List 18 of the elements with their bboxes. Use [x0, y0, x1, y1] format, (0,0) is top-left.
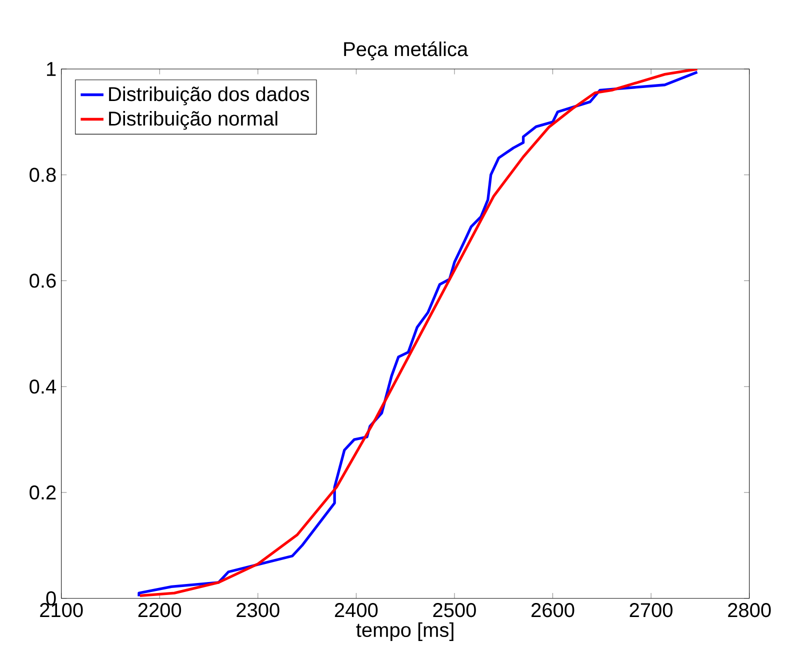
x-tick-label: 2400 — [334, 603, 378, 618]
y-tick-label: 0.2 — [30, 485, 56, 500]
x-tick-label: 2500 — [433, 603, 476, 618]
x-axis-title: tempo [ms] — [356, 622, 454, 641]
legend-label: Distribuição normal — [109, 111, 278, 130]
y-tick-label: 1 — [47, 62, 56, 76]
x-tick-label: 2200 — [138, 603, 182, 618]
x-tick-label: 2700 — [630, 603, 672, 618]
chart-title: Peça metálica — [344, 41, 468, 60]
y-tick-label: 0.4 — [30, 380, 56, 394]
x-tick-label: 2800 — [728, 603, 771, 618]
x-tick-label: 2300 — [236, 603, 280, 618]
y-tick-label: 0.8 — [30, 168, 56, 182]
x-tick-label: 2600 — [532, 603, 574, 618]
legend-label: Distribuição dos dados — [109, 86, 310, 106]
y-tick-label: 0 — [46, 591, 56, 606]
x-tick-label: 2100 — [40, 603, 83, 618]
y-tick-label: 0.6 — [30, 274, 56, 288]
